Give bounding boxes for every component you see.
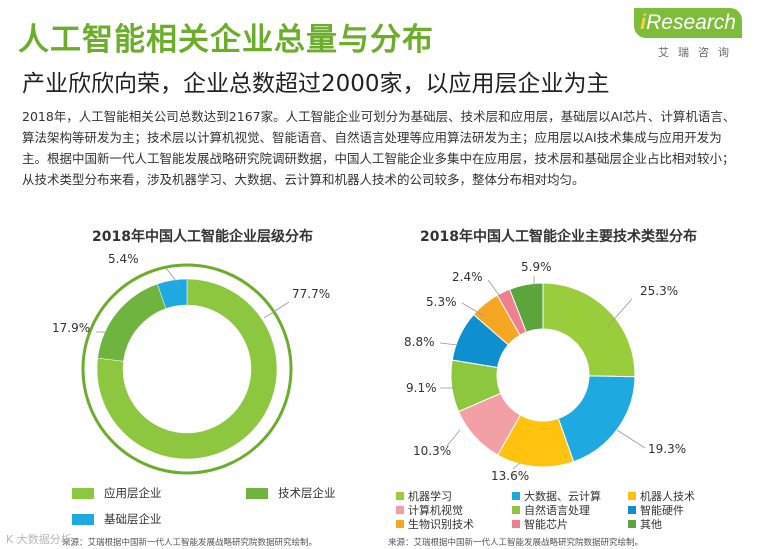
right-legend-item-5: 智能硬件 bbox=[628, 502, 684, 518]
right-leader-1 bbox=[616, 429, 646, 449]
left-chart-legend: 应用层企业 技术层企业基础层企业 bbox=[72, 485, 372, 535]
right-legend-item-6: 生物识别技术 bbox=[396, 516, 474, 532]
logo-wordmark: iResearch bbox=[640, 11, 736, 35]
right-data-label-0: 25.3% bbox=[640, 284, 678, 298]
left-legend-item-0-swatch bbox=[72, 487, 94, 499]
right-legend-item-1: 大数据、云计算 bbox=[512, 488, 601, 504]
logo-badge bbox=[634, 8, 742, 38]
left-legend-item-1-label: 技术层企业 bbox=[278, 486, 336, 500]
right-leader-6 bbox=[461, 302, 485, 317]
right-legend-item-8: 其他 bbox=[628, 516, 662, 532]
left-legend-item-0-label: 应用层企业 bbox=[104, 486, 162, 500]
right-legend-item-8-label: 其他 bbox=[640, 518, 662, 531]
left-legend-item-2-swatch bbox=[72, 513, 94, 525]
left-leader-2 bbox=[165, 267, 181, 287]
left-chart-outer-ring bbox=[81, 263, 293, 475]
right-legend-item-4-label: 自然语言处理 bbox=[524, 504, 590, 517]
right-legend-item-5-label: 智能硬件 bbox=[640, 504, 684, 517]
right-legend-item-0-swatch bbox=[396, 492, 404, 500]
right-legend-item-7-label: 智能芯片 bbox=[524, 518, 568, 531]
logo-i: i bbox=[640, 11, 647, 34]
left-data-label-0: 77.7% bbox=[292, 287, 330, 301]
right-legend-item-4-swatch bbox=[512, 506, 520, 514]
right-legend-item-7: 智能芯片 bbox=[512, 516, 568, 532]
right-legend-item-3-label: 计算机视觉 bbox=[408, 504, 463, 517]
right-leader-5 bbox=[439, 342, 459, 346]
intro-paragraph: 2018年，人工智能相关公司总数达到2167家。人工智能企业可划分为基础层、技术… bbox=[22, 109, 736, 187]
right-legend-item-6-label: 生物识别技术 bbox=[408, 518, 474, 531]
page-title: 人工智能相关企业总量与分布 bbox=[18, 22, 434, 58]
right-data-label-1: 19.3% bbox=[648, 442, 686, 456]
right-data-label-7: 2.4% bbox=[452, 270, 483, 284]
right-data-label-2: 13.6% bbox=[491, 469, 529, 483]
right-chart-title: 2018年中国人工智能企业主要技术类型分布 bbox=[420, 229, 697, 245]
right-legend-item-1-label: 大数据、云计算 bbox=[524, 490, 601, 503]
left-legend-item-1-swatch bbox=[246, 487, 268, 499]
left-legend-item-2: 基础层企业 bbox=[72, 511, 162, 527]
left-legend-item-0: 应用层企业 bbox=[72, 485, 162, 501]
page-subtitle: 产业欣欣向荣，企业总数超过2000家，以应用层企业为主 bbox=[22, 71, 610, 97]
right-leader-2 bbox=[512, 462, 521, 470]
right-legend-item-1-swatch bbox=[512, 492, 520, 500]
right-legend-item-8-swatch bbox=[628, 520, 636, 528]
right-legend-item-2: 机器人技术 bbox=[628, 488, 695, 504]
right-legend-item-5-swatch bbox=[628, 506, 636, 514]
right-data-label-3: 10.3% bbox=[413, 444, 451, 458]
right-data-label-5: 8.8% bbox=[404, 335, 435, 349]
right-legend-item-3: 计算机视觉 bbox=[396, 502, 463, 518]
left-slice-1 bbox=[97, 283, 167, 362]
right-legend-item-4: 自然语言处理 bbox=[512, 502, 590, 518]
right-leader-3 bbox=[446, 429, 461, 447]
iresearch-logo: iResearch 艾瑞咨询 bbox=[632, 8, 742, 62]
logo-research: Research bbox=[646, 11, 736, 34]
left-leader-0 bbox=[263, 301, 290, 319]
watermark: K 大数据分析 bbox=[6, 533, 72, 546]
right-slice-1 bbox=[557, 375, 636, 463]
right-legend-item-7-swatch bbox=[512, 520, 520, 528]
left-chart-source: 来源：艾瑞根据中国新一代人工智能发展战略研究院数据研究绘制。 bbox=[62, 538, 318, 548]
right-chart-legend: 机器学习 大数据、云计算 机器人技术计算机视觉 自然语言处理 智能硬件生物识别技术 智能芯… bbox=[396, 488, 736, 534]
logo-subtitle: 艾瑞咨询 bbox=[658, 46, 738, 59]
right-legend-item-0-label: 机器学习 bbox=[408, 490, 452, 503]
left-data-label-2: 5.4% bbox=[108, 252, 139, 266]
right-legend-item-0: 机器学习 bbox=[396, 488, 452, 504]
left-slice-2 bbox=[157, 278, 188, 309]
left-chart-title: 2018年中国人工智能企业层级分布 bbox=[92, 229, 313, 245]
right-leader-7 bbox=[487, 279, 503, 300]
right-data-label-4: 9.1% bbox=[406, 381, 437, 395]
right-leader-0 bbox=[607, 298, 633, 327]
right-legend-item-2-swatch bbox=[628, 492, 636, 500]
left-legend-item-1: 技术层企业 bbox=[246, 485, 336, 501]
right-legend-item-3-swatch bbox=[396, 506, 404, 514]
right-data-label-6: 5.3% bbox=[426, 295, 457, 309]
left-data-label-1: 17.9% bbox=[52, 321, 90, 335]
right-slice-0 bbox=[542, 282, 636, 378]
left-legend-item-2-label: 基础层企业 bbox=[104, 512, 162, 526]
right-data-label-8: 5.9% bbox=[521, 260, 552, 274]
right-legend-item-6-swatch bbox=[396, 520, 404, 528]
right-slice-8 bbox=[509, 282, 544, 333]
left-slice-0 bbox=[96, 278, 278, 460]
right-legend-item-2-label: 机器人技术 bbox=[640, 490, 695, 503]
right-chart-source: 来源：艾瑞根据中国新一代人工智能发展战略研究院数据研究绘制。 bbox=[388, 538, 644, 548]
